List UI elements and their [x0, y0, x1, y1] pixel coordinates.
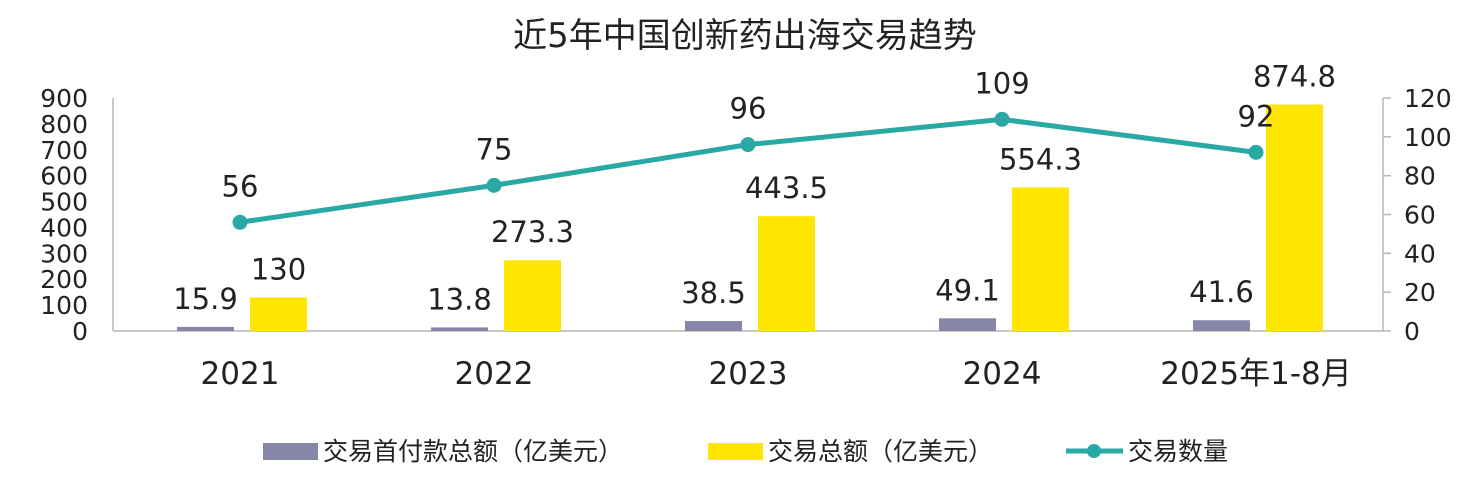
bars	[177, 104, 1323, 331]
legend-label: 交易总额（亿美元）	[768, 437, 993, 466]
left-tick-label: 0	[72, 317, 88, 346]
right-tick-label: 120	[1404, 84, 1452, 113]
bar-data-label: 273.3	[491, 215, 574, 249]
bar-data-label: 49.1	[935, 273, 1000, 307]
left-tick-label: 400	[40, 213, 88, 242]
bar-data-label: 38.5	[681, 276, 746, 310]
line-point	[486, 177, 502, 193]
right-tick-label: 40	[1404, 239, 1436, 268]
line-point	[1248, 144, 1264, 160]
line-data-label: 75	[476, 132, 513, 166]
legend-swatch	[263, 443, 318, 460]
line-point	[740, 137, 756, 153]
left-tick-label: 300	[40, 239, 88, 268]
bar-data-label: 554.3	[999, 142, 1082, 176]
bar	[250, 297, 307, 331]
bar	[504, 260, 561, 331]
right-tick-label: 100	[1404, 123, 1452, 152]
left-tick-label: 600	[40, 162, 88, 191]
right-tick-label: 20	[1404, 278, 1436, 307]
bar	[177, 326, 234, 331]
bar-data-label: 13.8	[427, 282, 492, 316]
x-tick-label: 2023	[709, 356, 788, 392]
bar	[1193, 320, 1250, 331]
legend-swatch	[708, 443, 763, 460]
bar-data-label: 874.8	[1253, 60, 1336, 94]
x-tick-label: 2024	[963, 356, 1042, 392]
left-tick-label: 900	[40, 84, 88, 113]
left-tick-label: 100	[40, 291, 88, 320]
right-tick-label: 60	[1404, 201, 1436, 230]
line-data-label: 109	[974, 66, 1029, 100]
line-point	[232, 214, 248, 230]
x-tick-label: 2025年1-8月	[1160, 356, 1352, 392]
legend-marker	[1087, 444, 1101, 458]
bar	[1012, 187, 1069, 331]
legend-label: 交易数量	[1128, 437, 1228, 466]
bar	[685, 321, 742, 331]
data-labels: 15.9 130 13.8 273.3 38.5 443.5 49.1 554.3 41.6 87…	[173, 60, 1336, 317]
bar	[431, 327, 488, 331]
bar-data-label: 443.5	[745, 171, 828, 205]
right-tick-label: 0	[1404, 317, 1420, 346]
bar	[1266, 104, 1323, 331]
right-tick-label: 80	[1404, 162, 1436, 191]
left-tick-label: 500	[40, 188, 88, 217]
axes: 0100200300400500600700800900020406080100…	[40, 84, 1451, 392]
chart-title: 近5年中国创新药出海交易趋势	[513, 16, 977, 56]
left-tick-label: 800	[40, 110, 88, 139]
legend-label: 交易首付款总额（亿美元）	[323, 437, 623, 466]
line-point	[994, 111, 1010, 127]
bar	[939, 318, 996, 331]
x-tick-label: 2021	[201, 356, 280, 392]
left-tick-label: 200	[40, 265, 88, 294]
bar	[758, 216, 815, 331]
line-data-label: 56	[222, 169, 259, 203]
bar-data-label: 41.6	[1189, 275, 1254, 309]
line-data-label: 92	[1238, 99, 1275, 133]
bar-data-label: 130	[251, 252, 306, 286]
left-tick-label: 700	[40, 136, 88, 165]
x-tick-label: 2022	[455, 356, 534, 392]
line-series	[232, 111, 1264, 230]
line-data-label: 96	[730, 92, 767, 126]
bar-data-label: 15.9	[173, 282, 238, 316]
legend: 交易首付款总额（亿美元） 交易总额（亿美元） 交易数量	[263, 437, 1228, 466]
